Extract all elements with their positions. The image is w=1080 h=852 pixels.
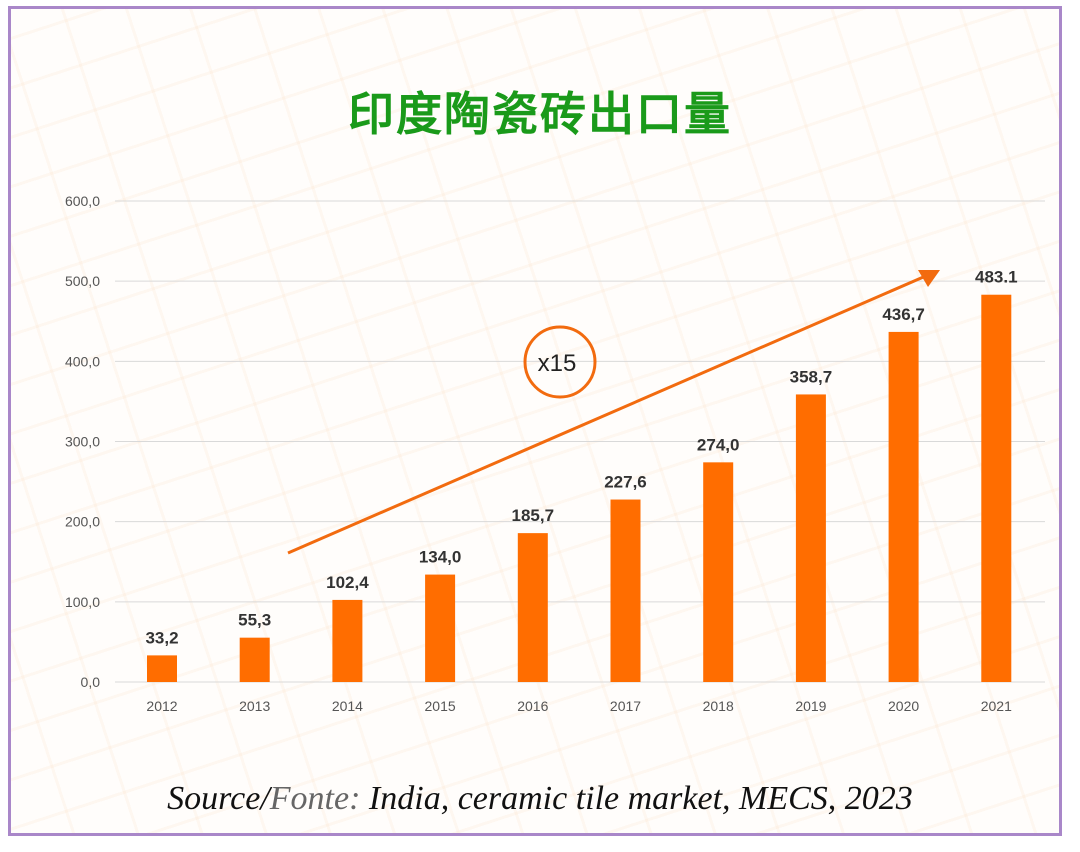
- bar: [795, 394, 826, 682]
- bar: [981, 294, 1012, 682]
- y-tick-label: 100,0: [65, 594, 100, 610]
- bar: [610, 499, 641, 682]
- source-fonte: Fonte:: [269, 780, 361, 817]
- data-label: 227,6: [604, 473, 647, 492]
- trend-arrow-line: [287, 273, 929, 555]
- annotation-label: x15: [538, 350, 577, 377]
- source-text: India, ceramic tile market, MECS, 2023: [360, 780, 913, 817]
- y-tick-label: 600,0: [65, 193, 100, 209]
- x-tick-label: 2015: [425, 698, 456, 714]
- x-tick-label: 2012: [146, 698, 177, 714]
- x-tick-label: 2020: [888, 698, 919, 714]
- source-prefix: Source/: [167, 780, 270, 817]
- bar: [239, 637, 270, 682]
- annotation-circle: [523, 325, 597, 399]
- y-tick-label: 300,0: [65, 434, 100, 450]
- x-tick-label: 2017: [610, 698, 641, 714]
- chart-frame: [8, 6, 1062, 836]
- x-tick-label: 2013: [239, 698, 270, 714]
- x-tick-label: 2014: [332, 698, 363, 714]
- bar: [425, 574, 456, 682]
- data-label: 185,7: [512, 506, 555, 525]
- x-tick-label: 2021: [981, 698, 1012, 714]
- y-tick-label: 400,0: [65, 353, 100, 369]
- bar: [147, 655, 177, 682]
- x-tick-label: 2019: [795, 698, 826, 714]
- bar: [703, 462, 734, 682]
- data-label: 483.1: [975, 268, 1018, 287]
- data-label: 134,0: [419, 548, 462, 567]
- chart-title: 印度陶瓷砖出口量: [348, 87, 732, 141]
- data-label: 358,7: [790, 367, 833, 386]
- bar: [517, 533, 548, 682]
- x-tick-label: 2018: [703, 698, 734, 714]
- data-label: 33,2: [145, 628, 178, 647]
- data-label: 55,3: [238, 611, 271, 630]
- bar: [888, 331, 919, 682]
- x-tick-label: 2016: [517, 698, 548, 714]
- data-label: 274,0: [697, 435, 740, 454]
- bar: [332, 599, 363, 682]
- y-tick-label: 0,0: [81, 674, 101, 690]
- y-tick-label: 500,0: [65, 273, 100, 289]
- data-label: 102,4: [326, 573, 369, 592]
- y-tick-label: 200,0: [65, 514, 100, 530]
- trend-arrowhead-icon: [918, 270, 940, 287]
- source-note: Source/Fonte: India, ceramic tile market…: [0, 780, 1080, 818]
- data-label: 436,7: [882, 305, 925, 324]
